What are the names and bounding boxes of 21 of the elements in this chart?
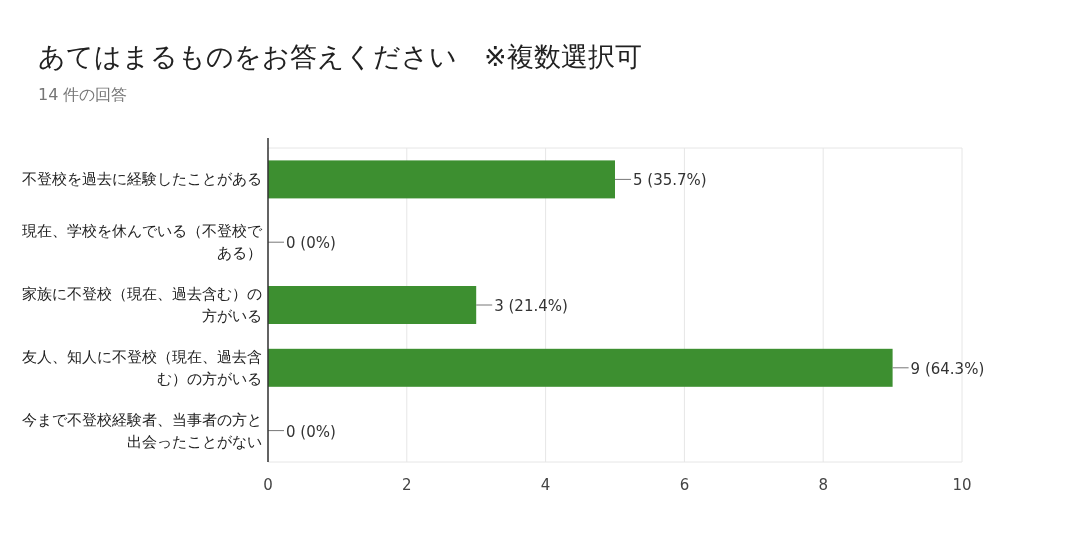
bar xyxy=(268,286,477,324)
x-tick-label: 8 xyxy=(818,476,828,494)
x-tick-label: 0 xyxy=(263,476,273,494)
y-tick-label: 不登校を過去に経験したことがある xyxy=(22,170,262,189)
x-tick-label: 2 xyxy=(402,476,412,494)
chart-title: あてはまるものをお答えください ※複数選択可 xyxy=(38,41,642,72)
y-tick-label: 友人、知人に不登校（現在、過去含む）の方がいる xyxy=(22,347,262,388)
x-tick-label: 6 xyxy=(679,476,690,494)
data-label: 5 (35.7%) xyxy=(633,171,707,190)
bar xyxy=(268,160,615,199)
y-tick-label: 今まで不登校経験者、当事者の方と出会ったことがない xyxy=(22,410,262,451)
data-label: 9 (64.3%) xyxy=(910,359,985,378)
y-tick-label: 現在、学校を休んでいる（不登校である） xyxy=(22,222,263,263)
bar xyxy=(268,348,893,387)
text: 14 件の回答 xyxy=(38,85,128,104)
data-label: 0 (0%) xyxy=(286,234,336,253)
data-label: 3 (21.4%) xyxy=(494,297,568,315)
y-tick-label: 家族に不登校（現在、過去含む）の方がいる xyxy=(22,285,262,325)
data-label: 0 (0%) xyxy=(286,422,336,441)
x-tick-label: 10 xyxy=(952,476,972,494)
x-tick-label: 4 xyxy=(540,476,551,494)
